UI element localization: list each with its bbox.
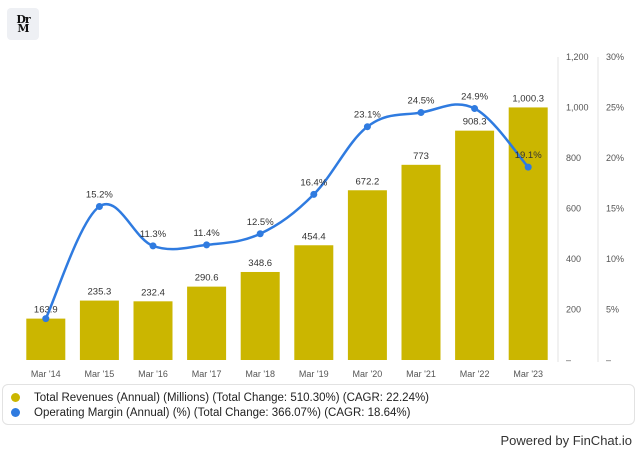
margin-data-label: 11.3% bbox=[140, 229, 167, 240]
margin-data-label: 19.1% bbox=[515, 150, 542, 161]
margin-point bbox=[524, 163, 532, 171]
y-right-tick: 15% bbox=[606, 204, 624, 214]
y-right-tick: – bbox=[606, 355, 611, 365]
logo: Dr M bbox=[7, 8, 39, 40]
y-right-tick: 25% bbox=[606, 103, 624, 113]
bar bbox=[240, 271, 280, 360]
bar bbox=[187, 286, 227, 360]
y-left-tick: – bbox=[566, 355, 571, 365]
margin-data-label: 15.2% bbox=[86, 189, 113, 200]
margin-data-label: 24.5% bbox=[408, 96, 435, 107]
margin-data-label: 16.4% bbox=[300, 177, 327, 188]
bar-data-label: 672.2 bbox=[356, 176, 380, 187]
margin-data-label: 23.1% bbox=[354, 110, 381, 121]
x-tick-label: Mar '17 bbox=[192, 369, 222, 379]
x-tick-label: Mar '20 bbox=[353, 369, 383, 379]
bar-data-label: 773 bbox=[413, 151, 429, 162]
bar-data-label: 163.9 bbox=[34, 305, 58, 316]
margin-point bbox=[149, 242, 157, 250]
y-left-tick: 800 bbox=[566, 153, 581, 163]
legend: Total Revenues (Annual) (Millions) (Tota… bbox=[2, 384, 635, 425]
x-tick-label: Mar '14 bbox=[31, 369, 61, 379]
bar-data-label: 232.4 bbox=[141, 287, 165, 298]
legend-dot-revenues bbox=[11, 393, 20, 402]
margin-data-label: 11.4% bbox=[193, 228, 220, 239]
x-tick-label: Mar '15 bbox=[85, 369, 115, 379]
margin-point bbox=[471, 105, 479, 113]
margin-point bbox=[256, 230, 264, 238]
logo-text-bottom: M bbox=[17, 22, 29, 35]
bar-data-label: 235.3 bbox=[88, 287, 112, 298]
x-tick-label: Mar '23 bbox=[513, 369, 543, 379]
logo-text-top: Dr bbox=[16, 13, 30, 26]
legend-label-revenues: Total Revenues (Annual) (Millions) (Tota… bbox=[34, 391, 430, 404]
bar bbox=[347, 190, 387, 360]
margin-data-label: 24.9% bbox=[461, 92, 488, 103]
margin-point bbox=[203, 241, 211, 249]
margin-data-label: 12.5% bbox=[247, 217, 274, 228]
bar bbox=[508, 107, 548, 360]
y-left-tick: 1,000 bbox=[566, 103, 589, 113]
y-left-tick: 400 bbox=[566, 254, 581, 264]
margin-point bbox=[417, 109, 425, 117]
bar-data-label: 348.6 bbox=[248, 258, 272, 269]
x-tick-label: Mar '19 bbox=[299, 369, 329, 379]
bar-data-label: 1,000.3 bbox=[512, 93, 544, 104]
bar bbox=[401, 164, 441, 360]
margin-point bbox=[363, 123, 371, 131]
margin-point bbox=[310, 190, 318, 198]
bar bbox=[26, 318, 66, 360]
legend-dot-margin bbox=[11, 408, 20, 417]
y-right-tick: 5% bbox=[606, 305, 619, 315]
bar bbox=[133, 301, 173, 360]
bar bbox=[294, 245, 334, 360]
bar-data-label: 454.4 bbox=[302, 231, 326, 242]
chart: – 200 400 600 800 1,000 1,200 – 5% 10% 15% 20% 25% 30… bbox=[26, 52, 624, 379]
y-left-tick: 200 bbox=[566, 305, 581, 315]
y-right-tick: 30% bbox=[606, 52, 624, 62]
bar-data-label: 908.3 bbox=[463, 117, 487, 128]
legend-label-margin: Operating Margin (Annual) (%) (Total Cha… bbox=[34, 406, 411, 419]
x-tick-label: Mar '21 bbox=[406, 369, 436, 379]
x-tick-label: Mar '22 bbox=[460, 369, 490, 379]
x-tick-label: Mar '18 bbox=[245, 369, 275, 379]
bar bbox=[79, 300, 119, 360]
bar-data-label: 290.6 bbox=[195, 273, 219, 284]
bar bbox=[455, 130, 495, 360]
legend-item-revenues[interactable]: Total Revenues (Annual) (Millions) (Tota… bbox=[11, 390, 626, 405]
y-left-tick: 1,200 bbox=[566, 52, 589, 62]
x-tick-label: Mar '16 bbox=[138, 369, 168, 379]
legend-item-margin[interactable]: Operating Margin (Annual) (%) (Total Cha… bbox=[11, 405, 626, 420]
y-right-tick: 20% bbox=[606, 153, 624, 163]
margin-point bbox=[42, 315, 50, 323]
y-left-tick: 600 bbox=[566, 204, 581, 214]
margin-line bbox=[44, 103, 530, 320]
margin-point bbox=[95, 202, 103, 210]
powered-by: Powered by FinChat.io bbox=[500, 433, 632, 448]
y-right-tick: 10% bbox=[606, 254, 624, 264]
